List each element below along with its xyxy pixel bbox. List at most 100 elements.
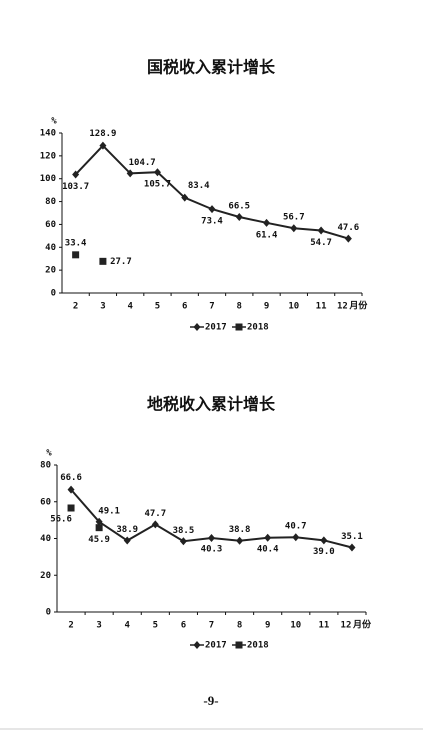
data-point [263, 218, 271, 227]
x-tick-label: 9 [265, 621, 270, 631]
data-label: 40.3 [201, 544, 223, 554]
data-label: 35.1 [341, 532, 363, 542]
data-label: 73.4 [201, 217, 223, 227]
x-tick-label: 3 [100, 302, 105, 312]
data-label: 45.9 [88, 535, 110, 545]
y-tick-label: 120 [40, 151, 56, 161]
x-tick-label: 9 [264, 302, 269, 312]
legend-marker [193, 323, 201, 331]
data-label: 61.4 [256, 230, 278, 240]
data-label: 39.0 [313, 547, 335, 557]
data-point [67, 504, 75, 512]
legend-marker [193, 641, 201, 649]
data-label: 54.7 [310, 238, 332, 248]
data-label: 40.7 [285, 522, 307, 532]
data-point [126, 169, 134, 178]
page-number: -9- [203, 693, 218, 708]
x-tick-label: 7 [209, 302, 214, 312]
data-point [181, 193, 189, 202]
y-tick-label: 60 [40, 497, 51, 507]
x-tick-label: 5 [153, 621, 158, 631]
data-label: 47.6 [338, 223, 360, 233]
data-label: 40.4 [257, 544, 279, 554]
x-tick-label: 2 [68, 621, 73, 631]
data-point [72, 170, 80, 179]
x-tick-label: 11 [316, 302, 327, 312]
data-label: 49.1 [98, 506, 120, 516]
data-label: 66.5 [228, 202, 250, 212]
x-axis-label: 月份 [352, 619, 372, 631]
x-tick-label: 6 [182, 302, 187, 312]
x-tick-label: 5 [155, 302, 160, 312]
x-tick-label: 12 [337, 302, 348, 312]
data-point [67, 485, 75, 494]
data-label: 104.7 [129, 158, 156, 168]
y-axis-label: % [51, 117, 57, 127]
data-point [320, 536, 328, 545]
data-label: 27.7 [110, 257, 132, 267]
legend-marker [235, 641, 243, 649]
x-tick-label: 8 [237, 621, 242, 631]
data-point [179, 537, 187, 546]
data-point [317, 226, 325, 235]
y-tick-label: 100 [40, 174, 56, 184]
y-axis-label: % [46, 449, 52, 459]
x-tick-label: 10 [288, 302, 299, 312]
data-label: 33.4 [65, 238, 87, 248]
data-point [99, 141, 107, 150]
data-point [72, 251, 80, 259]
data-label: 47.7 [144, 509, 166, 519]
y-tick-label: 40 [45, 243, 56, 253]
data-label: 66.6 [60, 473, 82, 483]
data-point [236, 536, 244, 545]
data-label: 83.4 [188, 181, 210, 191]
y-tick-label: 0 [46, 608, 51, 618]
data-point [99, 257, 107, 265]
data-label: 38.9 [116, 525, 138, 535]
chart-title: 国税收入累计增长 [147, 58, 276, 77]
data-label: 105.7 [144, 180, 171, 190]
chart-title: 地税收入累计增长 [147, 395, 276, 414]
data-point [151, 520, 159, 529]
data-label: 103.7 [62, 182, 89, 192]
data-point [153, 168, 161, 177]
data-label: 56.6 [50, 514, 72, 524]
data-point [290, 224, 298, 233]
x-tick-label: 3 [96, 621, 101, 631]
data-point [264, 533, 272, 542]
x-tick-label: 11 [318, 621, 329, 631]
y-tick-label: 20 [40, 571, 51, 581]
y-tick-label: 0 [51, 289, 56, 299]
data-point [95, 517, 103, 526]
data-point [348, 543, 356, 552]
data-point [208, 205, 216, 214]
data-point [208, 533, 215, 542]
y-tick-label: 80 [45, 197, 56, 207]
data-label: 56.7 [283, 213, 305, 223]
data-point [344, 234, 352, 243]
y-tick-label: 80 [40, 461, 51, 471]
x-axis-label: 月份 [348, 300, 368, 312]
legend-marker [235, 323, 243, 331]
y-tick-label: 20 [45, 266, 56, 276]
data-point [235, 213, 243, 221]
x-tick-label: 6 [181, 621, 186, 631]
x-tick-label: 8 [237, 302, 242, 312]
y-tick-label: 60 [45, 220, 56, 230]
x-tick-label: 4 [127, 302, 133, 312]
legend-label: 2018 [247, 323, 269, 333]
legend-label: 2017 [205, 641, 227, 651]
x-tick-label: 2 [73, 302, 78, 312]
data-point [95, 524, 103, 532]
data-label: 38.5 [173, 526, 195, 536]
data-label: 128.9 [89, 129, 116, 139]
x-tick-label: 10 [290, 621, 301, 631]
y-tick-label: 40 [40, 534, 51, 544]
y-tick-label: 140 [40, 129, 56, 139]
x-tick-label: 4 [125, 621, 131, 631]
legend-label: 2018 [247, 641, 269, 651]
data-label: 38.8 [229, 525, 251, 535]
x-tick-label: 12 [341, 621, 352, 631]
